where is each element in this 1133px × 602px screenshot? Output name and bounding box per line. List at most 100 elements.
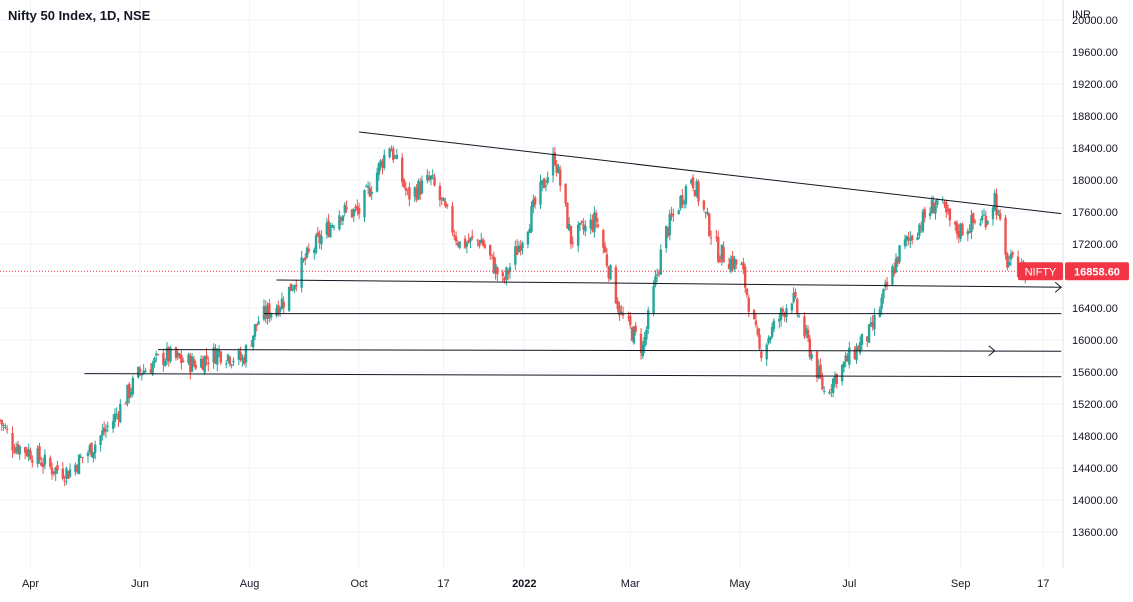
candle-body: [287, 286, 291, 311]
candle-body: [217, 350, 221, 353]
candle-body: [451, 205, 454, 233]
candle-body: [343, 204, 346, 213]
candle-body: [647, 310, 650, 329]
candle-body: [126, 384, 129, 404]
candle-body: [614, 267, 618, 304]
candle-body: [720, 244, 724, 260]
candle-body: [539, 181, 542, 205]
candle-body: [282, 301, 285, 308]
candle-body: [50, 467, 54, 475]
candle-body: [760, 351, 763, 358]
candle-body: [928, 212, 932, 217]
candle-body: [643, 337, 646, 347]
y-tick-label: 17600.00: [1072, 207, 1118, 219]
candle-body: [986, 220, 989, 225]
candle-body: [115, 413, 118, 415]
last-price-badge: [1065, 262, 1129, 281]
candle-body: [503, 277, 506, 281]
candle-body: [657, 272, 661, 274]
candle-body: [14, 447, 18, 453]
candle-body: [905, 236, 908, 241]
candle-body: [828, 391, 831, 394]
candle-body: [140, 374, 144, 376]
x-tick-label: Apr: [22, 578, 39, 590]
candle-body: [341, 215, 345, 221]
candle-body: [13, 451, 16, 453]
candle-body: [418, 182, 422, 195]
candle-body: [388, 148, 391, 158]
candle-body: [212, 347, 215, 363]
candle-body: [137, 367, 140, 378]
symbol-badge: [1018, 262, 1063, 281]
candle-body: [476, 239, 479, 241]
candle-body: [934, 205, 937, 214]
candle-body: [481, 239, 485, 246]
candle-body: [896, 256, 900, 264]
candle-body: [471, 236, 474, 238]
trendline[interactable]: [84, 373, 1062, 378]
candle-body: [99, 435, 102, 446]
candle-body: [733, 258, 736, 270]
x-tick-label: 17: [1037, 578, 1049, 590]
x-tick-label: Jul: [842, 578, 856, 590]
candle-body: [368, 187, 372, 197]
candle-body: [821, 377, 824, 390]
candle-body: [794, 291, 797, 297]
candle-body: [102, 427, 106, 433]
trendline[interactable]: [359, 131, 1062, 215]
candle-body: [808, 338, 812, 358]
candle-body: [655, 274, 659, 276]
trendline[interactable]: [158, 349, 1062, 352]
candle-body: [269, 313, 273, 318]
candle-body: [664, 225, 668, 249]
candle-body: [174, 347, 178, 358]
candle-body: [293, 285, 296, 290]
candle-body: [40, 462, 43, 466]
candle-body: [659, 249, 662, 275]
candle-body: [677, 210, 680, 214]
candle-body: [530, 206, 533, 232]
chart-title: Nifty 50 Index, 1D, NSE: [8, 8, 151, 23]
candle-body: [645, 329, 648, 340]
candle-body: [480, 239, 483, 244]
candle-body: [634, 325, 637, 332]
candle-body: [345, 207, 348, 210]
candle-body: [5, 429, 9, 431]
candle-body: [752, 309, 756, 320]
candle-body: [442, 198, 445, 202]
candle-body: [546, 177, 549, 183]
x-axis[interactable]: Apr Jun Aug Oct 17 2022 Mar May Jul Sep 17: [22, 578, 1049, 590]
candle-body: [417, 181, 420, 200]
candle-body: [393, 156, 397, 158]
candle-body: [769, 336, 772, 341]
candle-body: [162, 352, 165, 365]
last-price-labels: NIFTY 16858.60: [1018, 262, 1129, 281]
candle-body: [591, 220, 594, 231]
candle-body: [241, 357, 244, 361]
candle-body: [803, 316, 806, 337]
candle-body: [318, 234, 321, 244]
candle-body: [542, 178, 546, 189]
candle-body: [61, 468, 65, 479]
candle-body: [302, 259, 305, 261]
candle-body: [176, 352, 179, 357]
candle-body: [2, 424, 5, 426]
candle-body: [731, 256, 734, 269]
candle-body: [291, 289, 294, 291]
candle-body: [589, 219, 592, 229]
candle-body: [973, 221, 977, 223]
candle-body: [366, 186, 370, 188]
trendlines[interactable]: [84, 131, 1062, 378]
candle-body: [936, 198, 939, 205]
candle-body: [431, 175, 434, 177]
trendline[interactable]: [276, 279, 1062, 288]
candle-body: [404, 187, 408, 191]
x-tick-label: Oct: [351, 578, 368, 590]
candle-body: [853, 349, 856, 359]
candle-body: [697, 181, 700, 202]
candle-body: [557, 166, 560, 173]
candle-body: [1006, 253, 1009, 268]
candle-body: [668, 213, 671, 236]
